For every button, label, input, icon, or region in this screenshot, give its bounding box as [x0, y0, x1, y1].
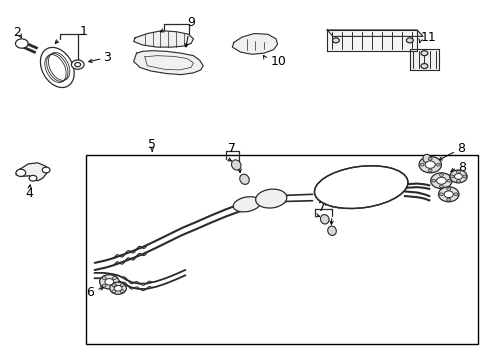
Circle shape [406, 38, 412, 43]
Circle shape [419, 163, 423, 166]
Text: 6: 6 [86, 286, 94, 299]
Circle shape [425, 161, 434, 168]
Circle shape [322, 217, 327, 221]
Text: 3: 3 [103, 51, 111, 64]
Circle shape [424, 157, 428, 160]
Circle shape [453, 174, 462, 179]
Circle shape [16, 39, 28, 48]
Ellipse shape [255, 189, 286, 208]
Circle shape [446, 188, 450, 190]
Circle shape [420, 64, 427, 68]
Circle shape [443, 191, 452, 198]
Text: 1: 1 [80, 25, 88, 38]
Circle shape [446, 198, 450, 201]
Polygon shape [232, 33, 277, 54]
Circle shape [16, 169, 26, 176]
Circle shape [438, 187, 458, 202]
Circle shape [112, 284, 116, 287]
Circle shape [332, 38, 339, 43]
Polygon shape [133, 31, 193, 47]
Circle shape [233, 163, 239, 167]
Text: 5: 5 [148, 139, 156, 152]
Polygon shape [133, 51, 203, 75]
Circle shape [462, 175, 466, 178]
Circle shape [449, 175, 453, 178]
Bar [86, 155, 477, 344]
Polygon shape [326, 30, 416, 51]
Circle shape [439, 193, 443, 196]
Circle shape [71, 60, 84, 69]
Circle shape [439, 185, 443, 188]
Circle shape [456, 170, 459, 173]
Ellipse shape [422, 154, 430, 163]
Ellipse shape [231, 160, 241, 170]
Circle shape [418, 157, 441, 173]
Text: 8: 8 [457, 161, 466, 174]
Circle shape [100, 275, 119, 289]
Ellipse shape [233, 197, 260, 212]
Circle shape [112, 284, 116, 287]
Text: 7: 7 [318, 201, 325, 214]
Polygon shape [409, 49, 438, 70]
Ellipse shape [239, 174, 249, 184]
Text: 9: 9 [187, 15, 195, 28]
Circle shape [114, 285, 122, 291]
Circle shape [420, 51, 427, 56]
Ellipse shape [314, 166, 407, 208]
Circle shape [436, 177, 446, 184]
Circle shape [102, 276, 106, 279]
Ellipse shape [320, 215, 328, 224]
Circle shape [42, 167, 50, 173]
Circle shape [120, 284, 124, 287]
Circle shape [427, 169, 431, 172]
Circle shape [427, 157, 431, 160]
Circle shape [110, 282, 126, 294]
Circle shape [435, 163, 439, 166]
Circle shape [105, 279, 114, 285]
Polygon shape [16, 163, 47, 181]
Text: 10: 10 [270, 55, 286, 68]
Text: 8: 8 [456, 142, 464, 155]
Circle shape [112, 276, 116, 279]
Circle shape [120, 290, 124, 293]
Text: 4: 4 [25, 187, 34, 200]
Text: 2: 2 [14, 26, 21, 39]
Circle shape [241, 177, 247, 181]
Circle shape [453, 193, 457, 196]
Circle shape [430, 173, 451, 189]
Circle shape [439, 174, 443, 176]
Circle shape [431, 179, 435, 182]
Circle shape [456, 180, 459, 183]
Circle shape [446, 179, 450, 182]
Circle shape [75, 63, 81, 67]
Ellipse shape [327, 226, 336, 235]
Ellipse shape [41, 48, 74, 87]
Circle shape [29, 175, 37, 181]
Polygon shape [326, 30, 422, 36]
Circle shape [449, 170, 466, 183]
Text: 7: 7 [228, 142, 236, 155]
Circle shape [102, 284, 106, 287]
Text: 11: 11 [420, 31, 435, 44]
Circle shape [329, 229, 334, 233]
Circle shape [112, 290, 116, 293]
